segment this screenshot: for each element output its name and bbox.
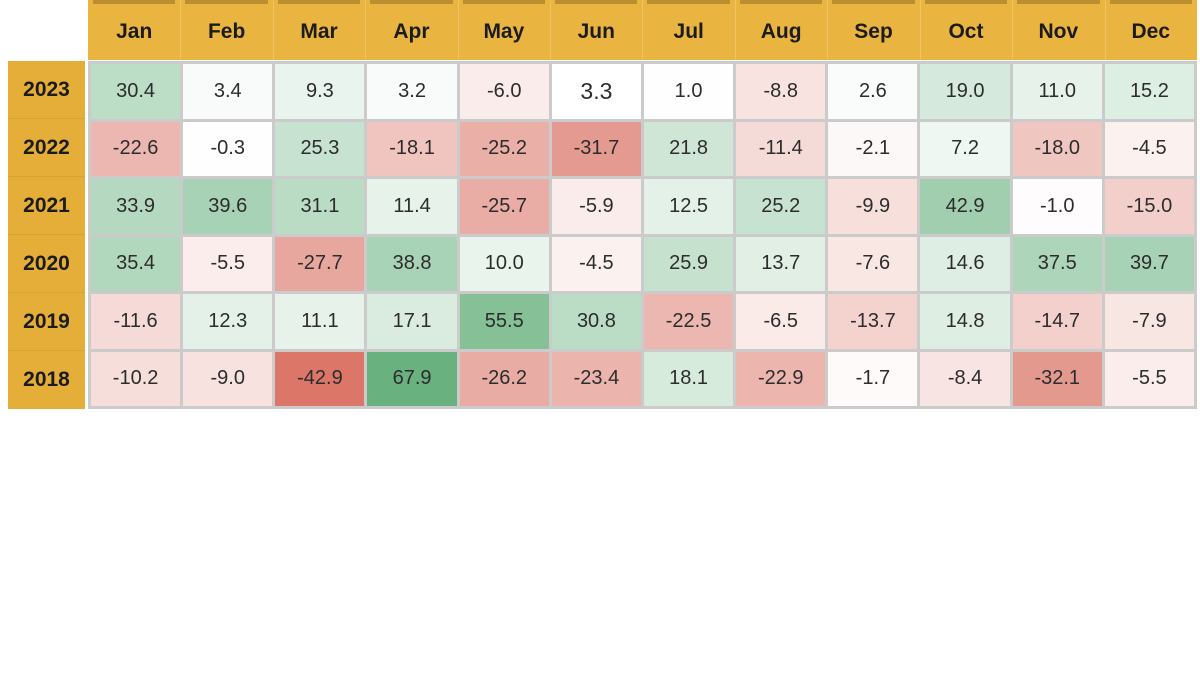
heatmap-cell: 9.3: [275, 64, 365, 119]
month-header-cell-nov: Nov: [1012, 0, 1104, 60]
heatmap-cell: 55.5: [459, 294, 549, 349]
heatmap-cell: -14.7: [1012, 294, 1102, 349]
heatmap-cell: -32.1: [1012, 351, 1102, 406]
heatmap-cell: -1.0: [1012, 179, 1102, 234]
year-label-2021: 2021: [8, 177, 85, 235]
heatmap-cell: -26.2: [459, 351, 549, 406]
year-label-2023: 2023: [8, 61, 85, 119]
heatmap-cell: 14.8: [920, 294, 1010, 349]
heatmap-cell: 39.6: [183, 179, 273, 234]
heatmap-cell: -0.3: [183, 121, 273, 176]
heatmap-cell: -5.5: [1104, 351, 1194, 406]
heatmap-cell: 67.9: [367, 351, 457, 406]
heatmap-cell: 12.5: [643, 179, 734, 234]
heatmap-cell: -22.6: [91, 121, 181, 176]
heatmap-cell: 39.7: [1104, 236, 1194, 291]
heatmap-cell: 13.7: [736, 236, 826, 291]
month-header-cell-apr: Apr: [365, 0, 457, 60]
month-header-cell-jul: Jul: [642, 0, 734, 60]
heatmap-cell: -25.2: [459, 121, 549, 176]
month-header-cell-may: May: [458, 0, 550, 60]
heatmap-cell: -23.4: [551, 351, 641, 406]
heatmap-cell: -15.0: [1104, 179, 1194, 234]
year-label-2018: 2018: [23, 368, 70, 391]
heatmap-cell: -5.5: [183, 236, 273, 291]
heatmap-cell: 42.9: [920, 179, 1010, 234]
month-header-row: Jan Feb Mar Apr May Jun Jul Aug Sep Oct Nov Dec: [88, 0, 1197, 60]
heatmap-cell: 35.4: [91, 236, 181, 291]
month-header-cell-feb: Feb: [180, 0, 272, 60]
heatmap-cell: 3.4: [183, 64, 273, 119]
heatmap-cell: -10.2: [91, 351, 181, 406]
heatmap-cell: 3.2: [367, 64, 457, 119]
year-label-2020: 2020: [8, 235, 85, 293]
heatmap-cell: 18.1: [643, 351, 734, 406]
month-header-cell-dec: Dec: [1105, 0, 1197, 60]
year-label-2022: 2022: [8, 119, 85, 177]
heatmap-grid: 30.4 3.4 9.3 3.2 -6.0 3.3 1.0 -8.8 2.6 19.0 11.0 15…: [88, 61, 1197, 409]
heatmap-cell: -1.7: [828, 351, 918, 406]
heatmap-cell: -8.4: [920, 351, 1010, 406]
heatmap-cell: 1.0: [643, 64, 734, 119]
month-header-cell-mar: Mar: [273, 0, 365, 60]
heatmap-cell: 30.4: [91, 64, 181, 119]
heatmap-cell: 10.0: [459, 236, 549, 291]
heatmap-cell: 15.2: [1104, 64, 1194, 119]
month-header-cell-jan: Jan: [88, 0, 180, 60]
heatmap-cell: -6.0: [459, 64, 549, 119]
heatmap-cell: -8.8: [736, 64, 826, 119]
heatmap-cell: -18.1: [367, 121, 457, 176]
heatmap-cell: -18.0: [1012, 121, 1102, 176]
heatmap-cell: -13.7: [828, 294, 918, 349]
heatmap-cell: 3.3: [551, 64, 641, 119]
heatmap-cell: 11.4: [367, 179, 457, 234]
heatmap-cell: -11.4: [736, 121, 826, 176]
heatmap-cell: 37.5: [1012, 236, 1102, 291]
heatmap-cell: 14.6: [920, 236, 1010, 291]
year-label-2019: 2019: [8, 293, 85, 351]
heatmap-cell: -9.0: [183, 351, 273, 406]
heatmap-cell: 19.0: [920, 64, 1010, 119]
heatmap-cell: 38.8: [367, 236, 457, 291]
heatmap-cell: -4.5: [551, 236, 641, 291]
heatmap-cell: 11.0: [1012, 64, 1102, 119]
month-header-cell-oct: Oct: [920, 0, 1012, 60]
heatmap-cell: -42.9: [275, 351, 365, 406]
heatmap-cell: -6.5: [736, 294, 826, 349]
heatmap-cell: 12.3: [183, 294, 273, 349]
heatmap-cell: -2.1: [828, 121, 918, 176]
heatmap-cell: 7.2: [920, 121, 1010, 176]
month-header-cell-aug: Aug: [735, 0, 827, 60]
heatmap-cell: 21.8: [643, 121, 734, 176]
heatmap-cell: -7.9: [1104, 294, 1194, 349]
heatmap-cell: -22.5: [643, 294, 734, 349]
heatmap-cell: 30.8: [551, 294, 641, 349]
heatmap-cell: 2.6: [828, 64, 918, 119]
heatmap-cell: -7.6: [828, 236, 918, 291]
heatmap-cell: 25.2: [736, 179, 826, 234]
month-header-cell-jun: Jun: [550, 0, 642, 60]
heatmap-cell: -11.6: [91, 294, 181, 349]
heatmap-cell: 11.1: [275, 294, 365, 349]
heatmap-cell: -4.5: [1104, 121, 1194, 176]
heatmap-cell: -25.7: [459, 179, 549, 234]
heatmap-cell: -22.9: [736, 351, 826, 406]
heatmap-cell: -31.7: [551, 121, 641, 176]
heatmap-cell: 17.1: [367, 294, 457, 349]
heatmap-cell: 25.3: [275, 121, 365, 176]
year-column: 2023 2022 2021 2020 2019 2018: [8, 61, 85, 409]
heatmap-cell: 31.1: [275, 179, 365, 234]
heatmap-cell: -9.9: [828, 179, 918, 234]
month-header-cell-sep: Sep: [827, 0, 919, 60]
heatmap-cell: 25.9: [643, 236, 734, 291]
heatmap-cell: -5.9: [551, 179, 641, 234]
heatmap-cell: -27.7: [275, 236, 365, 291]
heatmap-cell: 33.9: [91, 179, 181, 234]
